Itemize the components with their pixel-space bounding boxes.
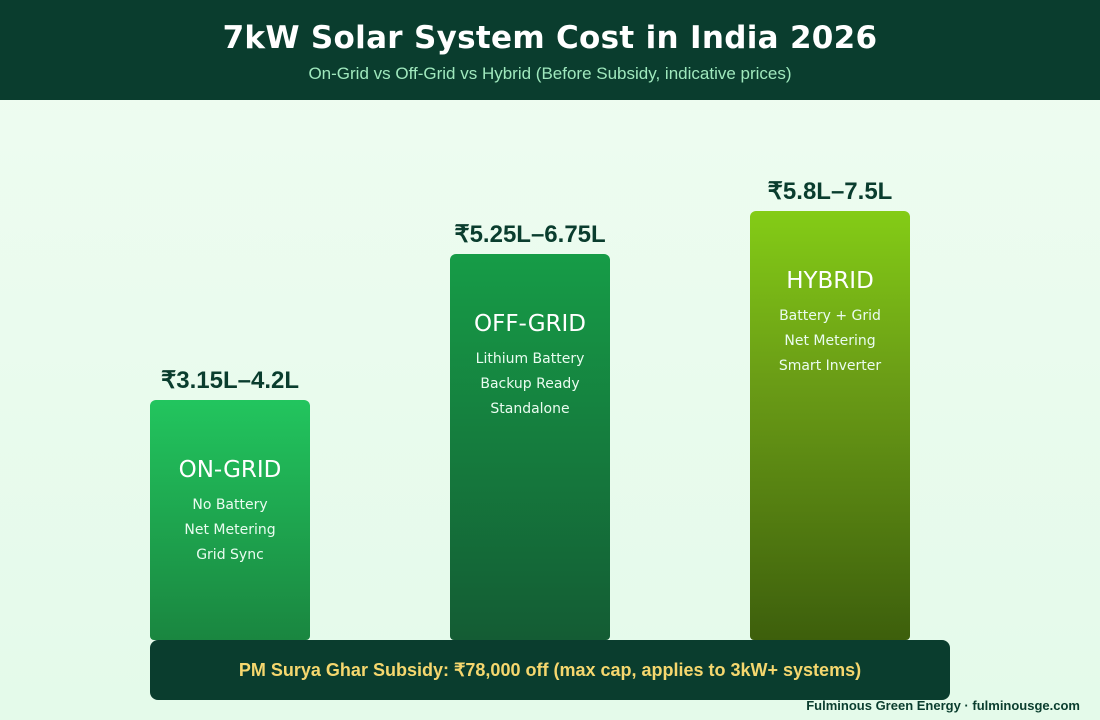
bar-feature-label: Smart Inverter [778, 358, 882, 374]
bar-offgrid: OFF-GRID Lithium Battery Backup Ready Stand… [450, 254, 610, 640]
header-banner: 7kW Solar System Cost in India 2026 On-G… [0, 0, 1100, 100]
footer-credit: Fulminous Green Energy · fulminousge.com [806, 698, 1080, 713]
bar-category-label: OFF-GRID [473, 311, 586, 337]
price-label-hybrid: ₹5.8L–7.5L [767, 178, 893, 205]
bar-feature-label: Standalone [490, 401, 570, 417]
chart-subtitle: On-Grid vs Off-Grid vs Hybrid (Before Su… [308, 64, 792, 83]
bar-ongrid: ON-GRID No Battery Net Metering Grid Sync [150, 400, 310, 640]
price-label-ongrid: ₹3.15L–4.2L [160, 367, 299, 394]
bar-category-label: HYBRID [786, 268, 874, 294]
bar-feature-label: Lithium Battery [475, 351, 585, 367]
bar-category-label: ON-GRID [178, 457, 282, 483]
chart-title: 7kW Solar System Cost in India 2026 [222, 20, 878, 56]
bar-feature-label: Net Metering [784, 333, 876, 349]
price-label-offgrid: ₹5.25L–6.75L [454, 221, 606, 248]
subsidy-banner: PM Surya Ghar Subsidy: ₹78,000 off (max … [150, 640, 950, 700]
bar-feature-label: No Battery [192, 497, 268, 513]
bar-chart: ₹3.15L–4.2L ON-GRID No Battery Net Metering… [0, 100, 1100, 720]
bar-feature-label: Grid Sync [196, 547, 264, 563]
bar-feature-label: Net Metering [184, 522, 276, 538]
bar-feature-label: Battery + Grid [779, 308, 881, 324]
bar-hybrid: HYBRID Battery + Grid Net Metering Smart In… [750, 211, 910, 640]
bar-feature-label: Backup Ready [480, 376, 580, 392]
